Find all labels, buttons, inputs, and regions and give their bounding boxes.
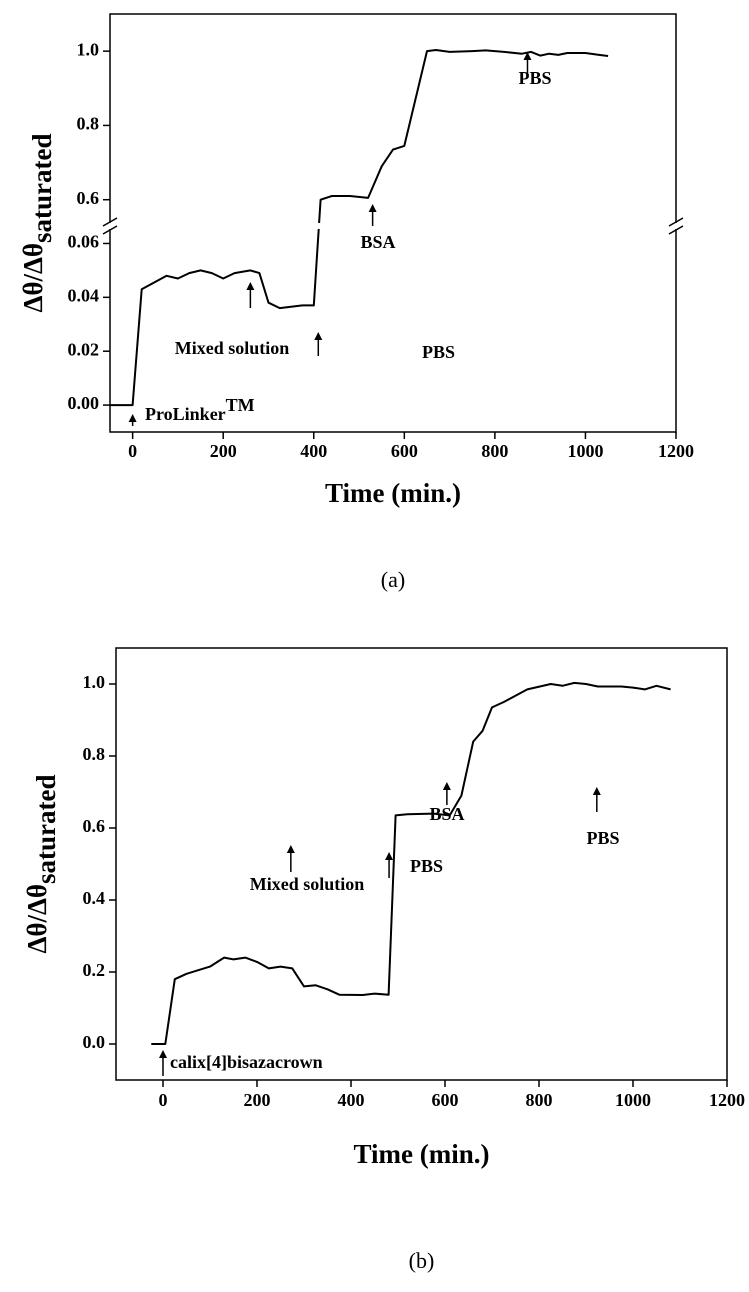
y-tick-label: 1.0 [83, 672, 106, 692]
annotation-arrowhead [442, 782, 451, 790]
annotation: ProLinkerTM [145, 395, 255, 424]
plot-frame [115, 647, 728, 1081]
y-tick-label: 0.8 [83, 744, 106, 764]
data-line [151, 681, 671, 1045]
y-tick-label: 1.0 [77, 39, 100, 59]
x-tick-label: 1200 [709, 1090, 745, 1110]
y-tick-label: 0.04 [68, 285, 100, 305]
annotation-text: BSA [360, 232, 395, 252]
annotation-sup: TM [226, 395, 255, 415]
y-tick-label: 0.0 [83, 1032, 106, 1052]
annotation-text: Mixed solution [175, 338, 290, 358]
caption: (b) [409, 1248, 435, 1273]
x-tick-label: 1200 [658, 441, 694, 461]
x-tick-label: 400 [338, 1090, 365, 1110]
caption: (a) [381, 567, 405, 592]
annotation-text: PBS [518, 68, 551, 88]
annotation-arrowhead [246, 282, 255, 290]
y-tick-label: 0.02 [68, 339, 100, 359]
y-tick-label: 0.8 [77, 114, 100, 134]
annotation: Mixed solution [175, 338, 290, 358]
annotation-text: PBS [422, 342, 455, 362]
y-tick-label: 0.6 [83, 816, 106, 836]
annotation: calix[4]bisazacrown [170, 1052, 323, 1072]
y-axis-title-sub: saturated [27, 133, 57, 243]
x-tick-label: 1000 [615, 1090, 651, 1110]
annotation: BSA [360, 232, 395, 252]
annotation: Mixed solution [250, 874, 365, 894]
y-axis-title-main: Δθ/Δθ [18, 243, 48, 313]
y-tick-label: 0.06 [68, 232, 100, 252]
x-axis-title: Time (min.) [354, 1139, 490, 1169]
annotation-arrowhead [368, 204, 377, 212]
x-tick-label: 1000 [567, 441, 603, 461]
annotation-text: PBS [410, 856, 443, 876]
axis-break-mark [102, 217, 118, 227]
annotation-text: ProLinker [145, 404, 226, 424]
axis-break-mark [102, 225, 118, 235]
annotation-text: calix[4]bisazacrown [170, 1052, 323, 1072]
annotation: BSA [429, 804, 464, 824]
annotation: PBS [422, 342, 455, 362]
x-tick-label: 200 [210, 441, 237, 461]
y-tick-label: 0.6 [77, 188, 100, 208]
y-axis-title-main: Δθ/Δθ [22, 884, 52, 954]
x-tick-label: 600 [432, 1090, 459, 1110]
axis-break-mark [668, 217, 684, 227]
axis-break-mark [668, 225, 684, 235]
x-tick-label: 200 [244, 1090, 271, 1110]
annotation-arrowhead [159, 1050, 167, 1058]
annotation: PBS [518, 68, 551, 88]
annotation-arrowhead [314, 332, 323, 340]
x-tick-label: 400 [300, 441, 327, 461]
annotation-text: PBS [586, 828, 619, 848]
x-tick-label: 0 [159, 1090, 168, 1110]
annotation-arrowhead [128, 414, 137, 422]
annotation-arrowhead [592, 787, 601, 795]
y-axis-title: Δθ/Δθsaturated [18, 133, 57, 312]
annotation: PBS [410, 856, 443, 876]
y-tick-label: 0.2 [83, 960, 106, 980]
annotation-arrowhead [523, 52, 532, 60]
annotation: PBS [586, 828, 619, 848]
annotation-arrowhead [385, 852, 394, 860]
x-axis-title: Time (min.) [325, 478, 461, 508]
x-tick-label: 800 [526, 1090, 553, 1110]
axis-break-gap [100, 223, 686, 229]
x-tick-label: 600 [391, 441, 418, 461]
annotation-text: BSA [429, 804, 464, 824]
data-line [110, 49, 609, 407]
y-axis-title-sub: saturated [31, 774, 61, 884]
x-tick-label: 0 [128, 441, 137, 461]
y-axis-title: Δθ/Δθsaturated [22, 774, 61, 953]
x-tick-label: 800 [481, 441, 508, 461]
y-tick-label: 0.00 [68, 393, 100, 413]
annotation-arrowhead [286, 845, 295, 853]
y-tick-label: 0.4 [83, 888, 106, 908]
annotation-text: Mixed solution [250, 874, 365, 894]
